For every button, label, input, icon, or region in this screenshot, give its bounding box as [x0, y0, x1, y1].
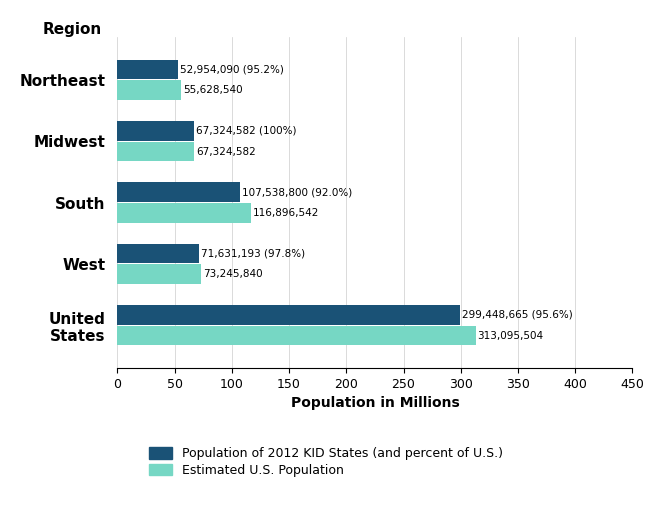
Text: 73,245,840: 73,245,840: [203, 269, 263, 279]
Text: 67,324,582 (100%): 67,324,582 (100%): [196, 126, 297, 136]
Text: Region: Region: [42, 22, 102, 37]
Text: 55,628,540: 55,628,540: [183, 85, 243, 95]
Text: 52,954,090 (95.2%): 52,954,090 (95.2%): [180, 64, 284, 74]
Bar: [117, 80, 181, 100]
Bar: [117, 141, 194, 161]
Bar: [117, 183, 241, 202]
Bar: [117, 59, 178, 79]
Bar: [117, 244, 200, 264]
Text: 313,095,504: 313,095,504: [477, 331, 544, 341]
Bar: [117, 203, 251, 223]
X-axis label: Population in Millions: Population in Millions: [291, 397, 459, 410]
Text: 107,538,800 (92.0%): 107,538,800 (92.0%): [242, 187, 353, 197]
Bar: [117, 121, 194, 140]
Text: 71,631,193 (97.8%): 71,631,193 (97.8%): [201, 248, 305, 258]
Bar: [117, 326, 476, 346]
Bar: [117, 265, 201, 284]
Legend: Population of 2012 KID States (and percent of U.S.), Estimated U.S. Population: Population of 2012 KID States (and perce…: [149, 447, 503, 477]
Bar: [117, 305, 460, 325]
Text: 116,896,542: 116,896,542: [253, 208, 319, 218]
Text: 67,324,582: 67,324,582: [196, 147, 256, 157]
Text: 299,448,665 (95.6%): 299,448,665 (95.6%): [462, 310, 572, 320]
